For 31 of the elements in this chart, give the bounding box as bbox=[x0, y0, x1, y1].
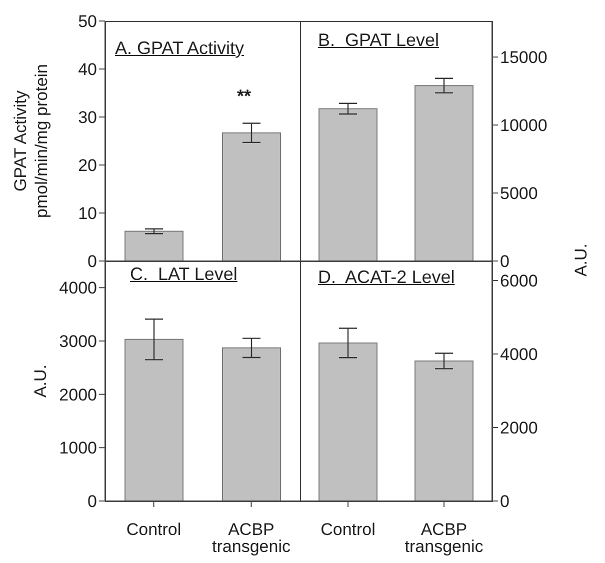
y-axis-title: A.U. bbox=[31, 364, 50, 398]
y-tick-label: 1000 bbox=[59, 438, 97, 458]
chart-title: D. ACAT-2 Level bbox=[318, 267, 455, 288]
y-tick-label: 20 bbox=[78, 156, 97, 176]
x-tick-label: Control bbox=[320, 520, 376, 540]
y-tick-label: 0 bbox=[500, 492, 510, 512]
y-axis-title: A.U. bbox=[572, 243, 592, 277]
text: A. GPAT Activity bbox=[115, 38, 244, 59]
y-tick-label: 40 bbox=[78, 60, 97, 80]
y-tick-label: 2000 bbox=[500, 418, 538, 438]
chart-title: C. LAT Level bbox=[130, 264, 238, 285]
y-tick-label: 15000 bbox=[500, 48, 548, 68]
x-tick-label: Control bbox=[126, 520, 182, 540]
text: B. GPAT Level bbox=[318, 30, 440, 51]
y-tick-label: 0 bbox=[500, 252, 510, 272]
x-tick-label: ACBP transgenic bbox=[212, 520, 291, 556]
y-tick-label: 4000 bbox=[500, 345, 538, 364]
y-tick-label: 10000 bbox=[500, 116, 548, 136]
y-tick-label: 5000 bbox=[500, 184, 538, 204]
y-axis-title: GPAT Activity pmol/min/mg protein bbox=[11, 64, 51, 218]
y-tick-label: 3000 bbox=[59, 332, 97, 352]
x-tick-label: ACBP transgenic bbox=[404, 520, 484, 556]
y-tick-label: 50 bbox=[78, 12, 97, 32]
y-tick-label: 10 bbox=[78, 204, 97, 224]
y-tick-label: 4000 bbox=[59, 278, 97, 298]
y-tick-label: 30 bbox=[78, 108, 97, 128]
y-tick-label: 0 bbox=[88, 492, 97, 512]
y-tick-label: 6000 bbox=[500, 272, 538, 291]
annotation: ** bbox=[237, 86, 252, 107]
y-tick-label: 0 bbox=[88, 252, 97, 272]
y-tick-label: 2000 bbox=[59, 385, 97, 404]
